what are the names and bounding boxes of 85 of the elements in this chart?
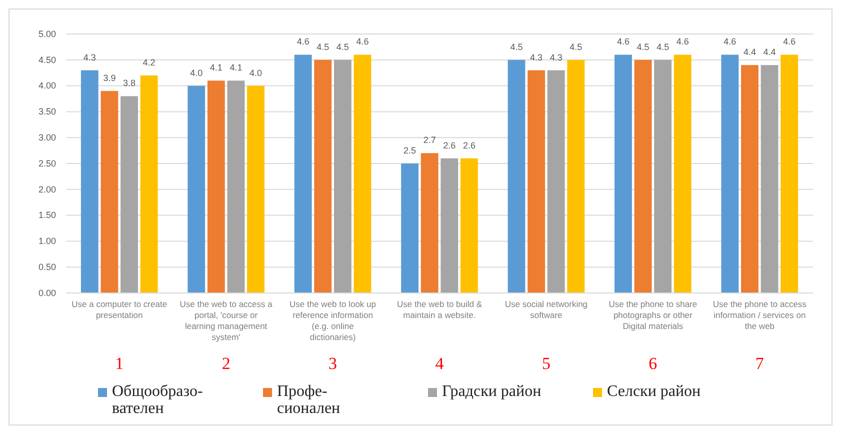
- data-label: 4.6: [296, 36, 310, 47]
- bar: [314, 60, 332, 293]
- data-label: 4.0: [190, 68, 203, 78]
- x-tick-label: Use the phone to share photographs or other Digital materials: [608, 299, 698, 331]
- bar: [440, 158, 458, 293]
- y-tick-label: 4.00: [38, 80, 56, 91]
- text: 7: [755, 354, 764, 373]
- legend-label: Профе-сионален: [277, 383, 341, 417]
- y-tick-label: 4.50: [38, 54, 56, 65]
- bar: [460, 158, 478, 293]
- data-label: 2.6: [462, 140, 476, 150]
- legend-label: Селски район: [607, 383, 702, 400]
- data-label: 4.6: [616, 36, 630, 47]
- bar: [508, 60, 526, 293]
- data-label: 2.6: [443, 140, 456, 150]
- data-label: 4.4: [763, 47, 776, 58]
- bar: [760, 65, 778, 293]
- text: 3: [328, 354, 338, 373]
- data-label: 2.7: [423, 135, 436, 146]
- data-label: 4.1: [210, 62, 222, 73]
- bar: [140, 75, 158, 293]
- y-tick-label: 1.50: [38, 210, 56, 220]
- bar: [227, 80, 245, 293]
- x-tick-label: Use the web to look up reference information (e.g. online dictionaries): [290, 299, 376, 342]
- data-label: 4.1: [230, 62, 242, 73]
- legend-label: Градски район: [442, 383, 542, 400]
- x-tick-label: Use social networking software: [504, 299, 588, 320]
- y-tick-label: 3.50: [38, 106, 56, 117]
- bar: [247, 86, 264, 293]
- bar: [634, 60, 652, 293]
- x-tick-label: Use a computer to create presentation: [72, 299, 168, 320]
- x-tick-label: Use the phone to access information / services on the web: [712, 299, 806, 331]
- data-label: 4.0: [250, 68, 262, 78]
- data-label: 4.6: [724, 36, 736, 47]
- y-tick-label: 3.00: [38, 132, 56, 142]
- bar: [741, 65, 758, 293]
- data-label: 4.4: [743, 47, 756, 58]
- y-tick-label: 5.00: [38, 28, 56, 39]
- bar: [567, 60, 585, 293]
- bar: [674, 54, 692, 293]
- data-label: 3.9: [103, 72, 116, 83]
- bar: [780, 54, 798, 293]
- data-label: 4.2: [142, 57, 156, 68]
- data-label: 4.6: [676, 36, 689, 47]
- text: 1: [115, 354, 124, 373]
- bar: [721, 54, 739, 293]
- x-tick-label: Use the web to build & maintain a website.: [396, 299, 482, 320]
- data-label: 4.3: [530, 52, 543, 62]
- text: 4: [435, 354, 444, 373]
- bar: [188, 86, 206, 293]
- data-label: 4.3: [83, 52, 96, 62]
- y-tick-label: 2.50: [38, 158, 56, 168]
- bar: [420, 153, 438, 293]
- bar: [80, 70, 98, 293]
- bar: [207, 80, 225, 293]
- data-label: 4.5: [336, 42, 349, 52]
- legend-label: Общообразо-вателен: [112, 383, 203, 417]
- data-label: 4.6: [783, 36, 796, 47]
- bar: [654, 60, 672, 293]
- bar: [354, 54, 372, 293]
- bar: [294, 54, 312, 293]
- y-tick-label: 0.00: [38, 288, 56, 298]
- data-label: 4.5: [656, 42, 670, 52]
- y-tick-label: 1.00: [38, 236, 56, 246]
- data-label: 4.5: [510, 42, 523, 52]
- bar: [120, 96, 138, 293]
- text: 6: [648, 354, 658, 373]
- bar: [528, 70, 546, 293]
- y-tick-label: 2.00: [38, 184, 56, 194]
- data-label: 3.8: [123, 78, 136, 88]
- x-tick-label: Use the web to access a portal, 'course or learning management system': [180, 299, 273, 342]
- y-tick-label: 0.50: [38, 262, 56, 272]
- data-label: 4.5: [570, 42, 582, 52]
- text: 2: [222, 354, 230, 373]
- data-label: 2.5: [404, 146, 416, 156]
- data-label: 4.6: [356, 36, 369, 47]
- bar: [547, 70, 565, 293]
- bar: [614, 54, 632, 293]
- data-label: 4.3: [550, 52, 562, 62]
- data-label: 4.5: [636, 42, 650, 52]
- bar: [100, 90, 118, 293]
- bar: [401, 164, 419, 293]
- bar: [334, 60, 352, 293]
- text: 5: [542, 354, 550, 373]
- data-label: 4.5: [316, 42, 330, 52]
